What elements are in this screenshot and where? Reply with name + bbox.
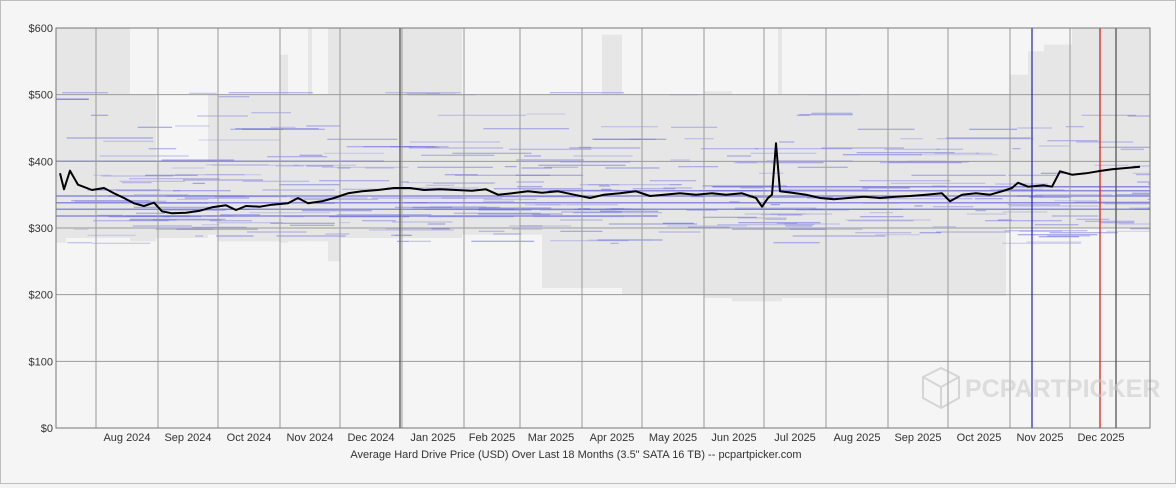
chart-caption: Average Hard Drive Price (USD) Over Last… xyxy=(350,449,801,461)
price-range-band xyxy=(218,94,280,242)
x-tick-label: Aug 2024 xyxy=(103,432,150,444)
x-tick-label: Nov 2025 xyxy=(1016,432,1063,444)
average-price-line xyxy=(59,142,1141,215)
pcpartpicker-logo-icon xyxy=(922,366,960,410)
y-tick-label: $500 xyxy=(29,90,53,102)
y-axis-ticks: $0 $100 $200 $300 $400 $500 $600 xyxy=(29,23,53,435)
event-markers xyxy=(399,28,1117,428)
x-tick-label: Feb 2025 xyxy=(469,432,515,444)
series-average-price xyxy=(59,142,1141,215)
price-range-band xyxy=(312,94,328,242)
price-range-band xyxy=(1028,51,1044,228)
price-range-band xyxy=(56,28,66,243)
price-range-band xyxy=(280,54,288,243)
x-tick-label: Oct 2025 xyxy=(957,432,1002,444)
y-tick-label: $600 xyxy=(29,23,53,35)
x-tick-label: Apr 2025 xyxy=(590,432,635,444)
price-range-band xyxy=(1072,28,1150,228)
x-tick-label: May 2025 xyxy=(649,432,697,444)
x-tick-label: Jun 2025 xyxy=(711,432,756,444)
y-tick-label: $100 xyxy=(29,356,53,368)
x-axis-ticks: Aug 2024 Sep 2024 Oct 2024 Nov 2024 Dec 2024… xyxy=(103,432,1124,444)
price-range-band xyxy=(778,28,782,302)
price-range-band xyxy=(66,28,130,238)
x-tick-label: Dec 2024 xyxy=(347,432,394,444)
price-range-band xyxy=(208,94,218,235)
y-tick-label: $400 xyxy=(29,156,53,168)
x-tick-label: Jul 2025 xyxy=(774,432,816,444)
x-tick-label: Oct 2024 xyxy=(227,432,272,444)
x-tick-label: Sep 2024 xyxy=(164,432,211,444)
price-range-band xyxy=(1010,74,1028,228)
price-range-band xyxy=(308,28,312,242)
price-range-band xyxy=(156,161,208,238)
y-tick-label: $300 xyxy=(29,223,53,235)
y-tick-label: $200 xyxy=(29,290,53,302)
x-tick-label: Aug 2025 xyxy=(833,432,880,444)
x-tick-label: Mar 2025 xyxy=(528,432,574,444)
watermark-text: PCPARTPICKER xyxy=(965,375,1160,403)
x-tick-label: Jan 2025 xyxy=(410,432,455,444)
x-tick-label: Dec 2025 xyxy=(1077,432,1124,444)
gridlines xyxy=(56,28,1150,428)
y-tick-label: $0 xyxy=(41,423,53,435)
pcpartpicker-watermark: PCPARTPICKER xyxy=(922,366,1160,410)
price-range-band xyxy=(462,94,542,235)
price-range-band xyxy=(328,28,340,262)
x-tick-label: Sep 2025 xyxy=(894,432,941,444)
retailer-price-lines xyxy=(56,92,1150,244)
plot-border xyxy=(55,27,1151,429)
x-tick-label: Nov 2024 xyxy=(286,432,333,444)
price-range-band xyxy=(288,94,308,242)
